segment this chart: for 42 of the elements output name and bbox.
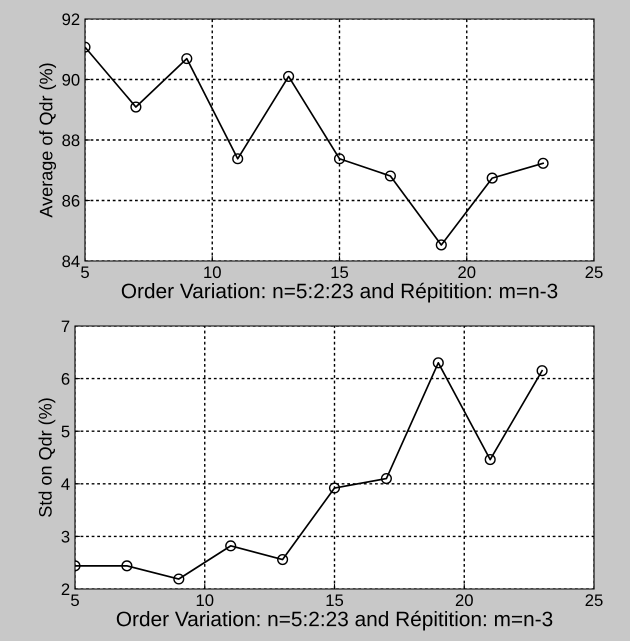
point: [536, 365, 548, 376]
point: [283, 70, 294, 82]
y-axis-title: Std on Qdr (%): [38, 398, 56, 517]
point: [130, 101, 142, 113]
point: [484, 454, 496, 466]
y-tick-label: 7: [62, 320, 70, 332]
y-tick-label: 3: [62, 530, 70, 543]
point: [225, 540, 236, 552]
y-tick-label: 92: [62, 13, 80, 26]
x-tick-label: 20: [458, 266, 476, 278]
x-tick-label: 25: [586, 594, 603, 606]
point: [121, 560, 132, 572]
x-tick-label: 15: [332, 266, 348, 278]
y-tick-label: 88: [62, 134, 80, 146]
x-tick-label: 10: [196, 594, 214, 606]
y-tick-label: 6: [62, 373, 70, 385]
x-axis-title: Order Variation: n=5:2:23 and Répitition: m=n-3: [116, 610, 552, 630]
point: [173, 573, 184, 585]
y-tick-label: 4: [61, 478, 70, 490]
x-tick-label: 25: [586, 266, 603, 278]
point: [384, 170, 396, 182]
y-tick-label: 90: [62, 74, 80, 86]
y-tick-label: 2: [62, 583, 70, 596]
point: [436, 239, 447, 251]
point: [334, 153, 346, 164]
x-tick-label: 15: [326, 594, 344, 606]
y-axis-title: Average of Qdr (%): [39, 64, 56, 218]
y-tick-label: 5: [62, 426, 70, 438]
point: [380, 472, 392, 484]
point: [538, 158, 549, 169]
point: [432, 357, 444, 368]
point: [277, 554, 288, 566]
y-tick-label: 84: [62, 255, 80, 268]
x-tick-label: 5: [81, 266, 89, 278]
point: [486, 172, 498, 184]
x-axis-title: Order Variation: n=5:2:23 and Répitition: m=n-3: [122, 282, 558, 302]
point: [232, 153, 244, 164]
x-tick-label: 20: [456, 594, 473, 606]
y-tick-label: 86: [62, 194, 80, 207]
x-tick-label: 10: [204, 266, 221, 278]
point: [181, 53, 192, 64]
point: [328, 482, 340, 494]
